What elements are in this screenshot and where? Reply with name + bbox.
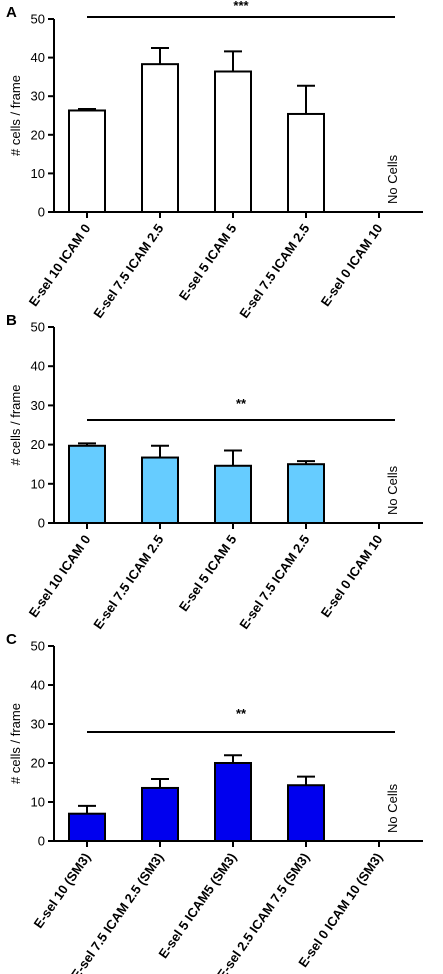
- chart-panel-a: A 0 10 20 30 40 50 # cells / frame E-sel 10 ICAM…: [6, 0, 423, 321]
- x-tick-label: E-sel 0 ICAM 10 (SM3): [295, 850, 385, 970]
- significance-marker: **: [236, 706, 247, 721]
- significance-marker: **: [236, 396, 247, 411]
- x-tick-label: E-sel 7.5 ICAM 2.5: [90, 532, 166, 632]
- no-cells-label: No Cells: [385, 465, 400, 515]
- y-tick-label: 50: [31, 320, 45, 335]
- y-tick-label: 20: [31, 127, 45, 142]
- bar: [68, 444, 106, 524]
- x-tick-label: E-sel 5 ICAM 5: [176, 221, 240, 303]
- x-tick-label: E-sel 10 (SM3): [31, 850, 94, 931]
- x-tick-label: E-sel 7.5 ICAM 2.5: [236, 221, 312, 321]
- bar: [141, 63, 179, 213]
- y-axis-label: # cells / frame: [8, 75, 23, 156]
- bar: [214, 70, 252, 213]
- x-tick-label: E-sel 7.5 ICAM 2.5: [236, 532, 312, 632]
- y-tick-label: 20: [31, 756, 45, 771]
- bar: [287, 463, 325, 525]
- no-cells-label: No Cells: [385, 154, 400, 204]
- no-cells-label: No Cells: [385, 783, 400, 833]
- y-tick-label: 50: [31, 12, 45, 27]
- y-tick-label: 40: [31, 678, 45, 693]
- y-axis-label: # cells / frame: [8, 703, 23, 784]
- y-axis-label: # cells / frame: [8, 385, 23, 466]
- y-tick-label: 50: [31, 639, 45, 654]
- x-tick-label: E-sel 10 ICAM 0: [26, 221, 94, 309]
- y-tick-label: 40: [31, 359, 45, 374]
- panel-letter: C: [6, 631, 17, 648]
- bar: [68, 812, 106, 843]
- bar: [214, 762, 252, 842]
- bar: [141, 456, 179, 525]
- y-tick-label: 0: [38, 205, 45, 220]
- y-tick-label: 10: [31, 795, 45, 810]
- x-tick-label: E-sel 5 ICAM 5: [176, 532, 240, 614]
- y-tick-label: 0: [38, 516, 45, 531]
- x-tick-label: E-sel 0 ICAM 10: [318, 532, 386, 620]
- bar: [141, 786, 179, 843]
- y-tick-label: 10: [31, 476, 45, 491]
- panel-letter: B: [6, 312, 17, 329]
- bar: [287, 784, 325, 842]
- x-tick-label: E-sel 5 ICAM5 (SM3): [155, 850, 239, 961]
- x-tick-label: E-sel 10 ICAM 0: [26, 532, 94, 620]
- significance-marker: ***: [233, 0, 249, 13]
- y-tick-label: 0: [38, 834, 45, 849]
- y-tick-label: 30: [31, 398, 45, 413]
- y-tick-label: 30: [31, 717, 45, 732]
- y-tick-label: 40: [31, 50, 45, 65]
- x-tick-label: E-sel 7.5 ICAM 2.5: [90, 221, 166, 321]
- bar: [68, 109, 106, 213]
- panel-letter: A: [6, 4, 17, 21]
- chart-panel-c: C 0 10 20 30 40 50 # cells / frame E-sel 10 (SM3…: [6, 631, 423, 974]
- y-tick-label: 10: [31, 166, 45, 181]
- y-tick-label: 30: [31, 89, 45, 104]
- bar: [287, 112, 325, 213]
- bar: [214, 464, 252, 525]
- x-tick-label: E-sel 0 ICAM 10: [318, 221, 386, 309]
- y-tick-label: 20: [31, 437, 45, 452]
- chart-panel-b: B 0 10 20 30 40 50 # cells / frame E-sel 10 ICAM…: [6, 312, 423, 632]
